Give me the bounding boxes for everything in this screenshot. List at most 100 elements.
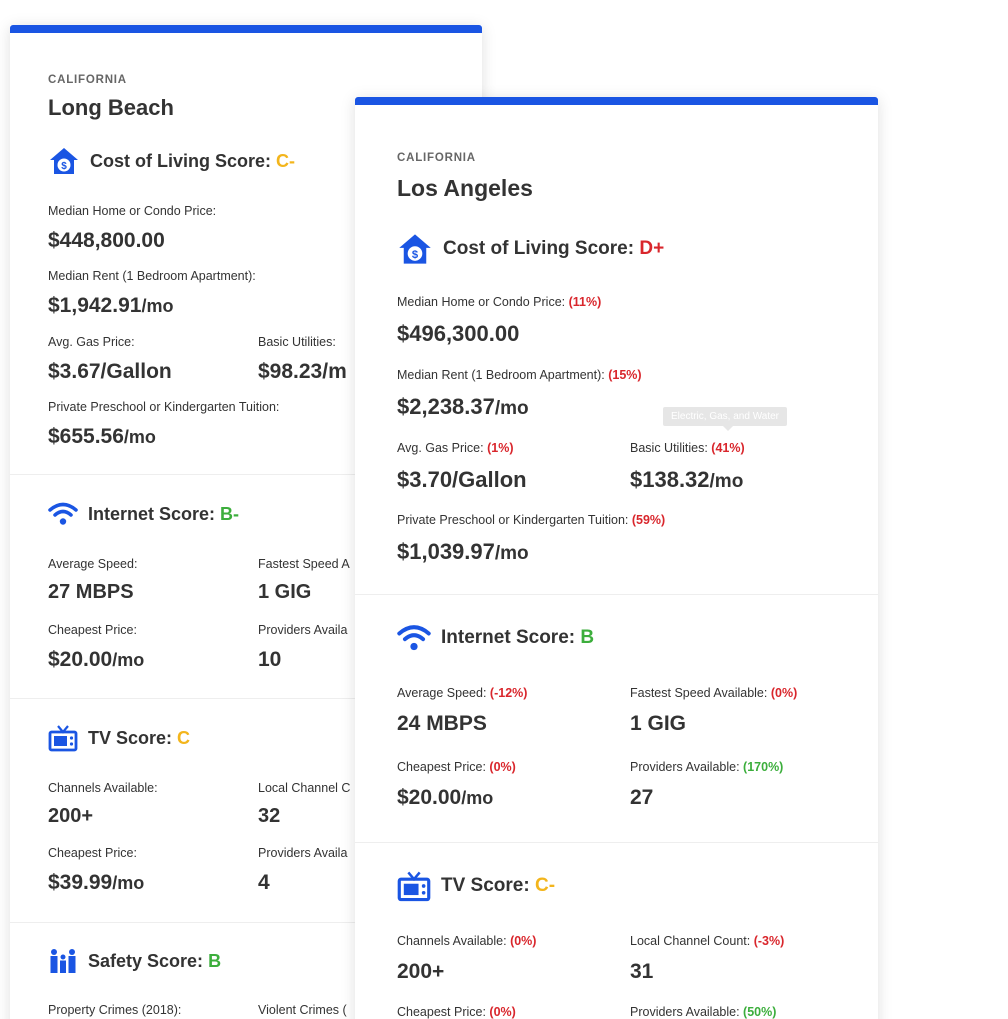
providers-value: 27: [630, 786, 654, 809]
card-accent-bar: [10, 25, 482, 33]
wifi-icon: [48, 501, 78, 527]
change-percent: (0%): [489, 1005, 516, 1019]
cost-of-living-header: $ Cost of Living Score: C-: [48, 146, 295, 176]
house-dollar-icon: $: [48, 146, 80, 176]
grade-badge: C-: [534, 875, 556, 896]
safety-header: Safety Score: B: [48, 948, 221, 974]
home-price-value: $448,800.00: [48, 229, 165, 252]
cheapest-price-label: Cheapest Price: (0%): [397, 760, 516, 774]
rent-label: Median Rent (1 Bedroom Apartment): (15%): [397, 368, 642, 382]
cheapest-price-label: Cheapest Price:: [48, 846, 137, 860]
section-divider: [10, 922, 482, 923]
state-label: CALIFORNIA: [48, 74, 127, 86]
tuition-value: $1,039.97/mo: [397, 539, 529, 564]
grade-badge: C: [177, 727, 191, 748]
cheapest-price-value: $20.00/mo: [48, 648, 145, 671]
city-name: Los Angeles: [397, 175, 533, 201]
tuition-label: Private Preschool or Kindergarten Tuitio…: [48, 400, 280, 414]
providers-label: Providers Availa: [258, 623, 348, 637]
change-percent: (0%): [510, 934, 537, 948]
change-percent: (0%): [489, 760, 516, 774]
cheapest-price-label: Cheapest Price: (0%): [397, 1005, 516, 1019]
card-accent-bar: [355, 97, 878, 105]
providers-label: Providers Available: (170%): [630, 760, 784, 774]
providers-label: Providers Available: (50%): [630, 1005, 777, 1019]
family-icon: [48, 948, 78, 974]
utilities-value: $138.32/mo: [630, 467, 744, 492]
gas-value: $3.67/Gallon: [48, 360, 172, 383]
section-title: Cost of Living Score:: [443, 238, 635, 259]
grade-badge: B: [580, 627, 595, 648]
violent-crimes-label: Violent Crimes (: [258, 1003, 347, 1017]
change-percent: (41%): [711, 441, 745, 455]
cheapest-price-value: $20.00/mo: [397, 786, 494, 809]
svg-text:$: $: [412, 249, 419, 261]
local-channels-value: 31: [630, 960, 654, 983]
house-dollar-icon: $: [397, 232, 433, 266]
utilities-tooltip: Electric, Gas, and Water: [663, 407, 787, 431]
cheapest-price-value: $39.99/mo: [48, 871, 145, 894]
gas-label: Avg. Gas Price:: [48, 335, 135, 349]
local-channels-value: 32: [258, 805, 281, 827]
providers-value: 4: [258, 871, 270, 894]
utilities-label[interactable]: Basic Utilities: (41%): [630, 441, 745, 455]
avg-speed-value: 24 MBPS: [397, 712, 487, 735]
fastest-speed-value: 1 GIG: [630, 712, 687, 735]
svg-text:$: $: [61, 161, 67, 172]
wifi-icon: [397, 623, 431, 653]
avg-speed-value: 27 MBPS: [48, 581, 134, 603]
gas-label: Avg. Gas Price: (1%): [397, 441, 514, 455]
change-percent: (59%): [631, 513, 666, 527]
section-divider: [10, 474, 482, 475]
providers-label: Providers Availa: [258, 846, 348, 860]
change-percent: (-3%): [753, 934, 785, 948]
channels-label: Channels Available:: [48, 781, 158, 795]
gas-value: $3.70/Gallon: [397, 467, 527, 492]
change-percent: (170%): [743, 760, 784, 774]
home-price-value: $496,300.00: [397, 321, 520, 346]
grade-badge: C-: [276, 150, 296, 171]
local-channels-label: Local Channel Count: (-3%): [630, 934, 785, 948]
local-channels-label: Local Channel C: [258, 781, 351, 795]
section-title: TV Score:: [88, 727, 173, 748]
utilities-label: Basic Utilities:: [258, 335, 336, 349]
cheapest-price-label: Cheapest Price:: [48, 623, 137, 637]
tuition-label: Private Preschool or Kindergarten Tuitio…: [397, 513, 666, 527]
channels-value: 200+: [397, 960, 445, 983]
fastest-speed-value: 1 GIG: [258, 581, 312, 603]
city-name: Long Beach: [48, 95, 174, 120]
section-title: Safety Score:: [88, 950, 204, 971]
rent-value: $1,942.91/mo: [48, 294, 174, 317]
tv-icon: [48, 724, 78, 752]
grade-badge: D+: [639, 238, 665, 259]
change-percent: (0%): [770, 686, 798, 700]
providers-value: 10: [258, 648, 282, 671]
grade-badge: B-: [220, 503, 240, 524]
grade-badge: B: [208, 950, 222, 971]
avg-speed-label: Average Speed:: [48, 557, 138, 571]
change-percent: (15%): [608, 368, 642, 382]
internet-header: Internet Score: B-: [48, 501, 239, 527]
tuition-value: $655.56/mo: [48, 425, 156, 448]
channels-label: Channels Available: (0%): [397, 934, 537, 948]
internet-header: Internet Score: B: [397, 623, 594, 653]
property-crimes-label: Property Crimes (2018):: [48, 1003, 182, 1017]
change-percent: (11%): [568, 295, 602, 309]
rent-value: $2,238.37/mo: [397, 394, 529, 419]
utilities-value: $98.23/m: [258, 360, 347, 383]
cost-of-living-header: $ Cost of Living Score: D+: [397, 232, 664, 266]
section-divider: [355, 594, 878, 595]
rent-label: Median Rent (1 Bedroom Apartment):: [48, 269, 256, 283]
home-price-label: Median Home or Condo Price: (11%): [397, 295, 602, 309]
change-percent: (50%): [743, 1005, 777, 1019]
channels-value: 200+: [48, 805, 94, 827]
tv-header: TV Score: C-: [397, 870, 555, 902]
tv-icon: [397, 870, 431, 902]
change-percent: (-12%): [489, 686, 528, 700]
section-title: Internet Score:: [441, 627, 576, 648]
state-label: CALIFORNIA: [397, 152, 476, 164]
fastest-speed-label: Fastest Speed A: [258, 557, 350, 571]
tv-header: TV Score: C: [48, 724, 190, 752]
section-title: Internet Score:: [88, 503, 216, 524]
city-card-los-angeles: CALIFORNIA Los Angeles $ Cost of Living …: [355, 97, 878, 1019]
